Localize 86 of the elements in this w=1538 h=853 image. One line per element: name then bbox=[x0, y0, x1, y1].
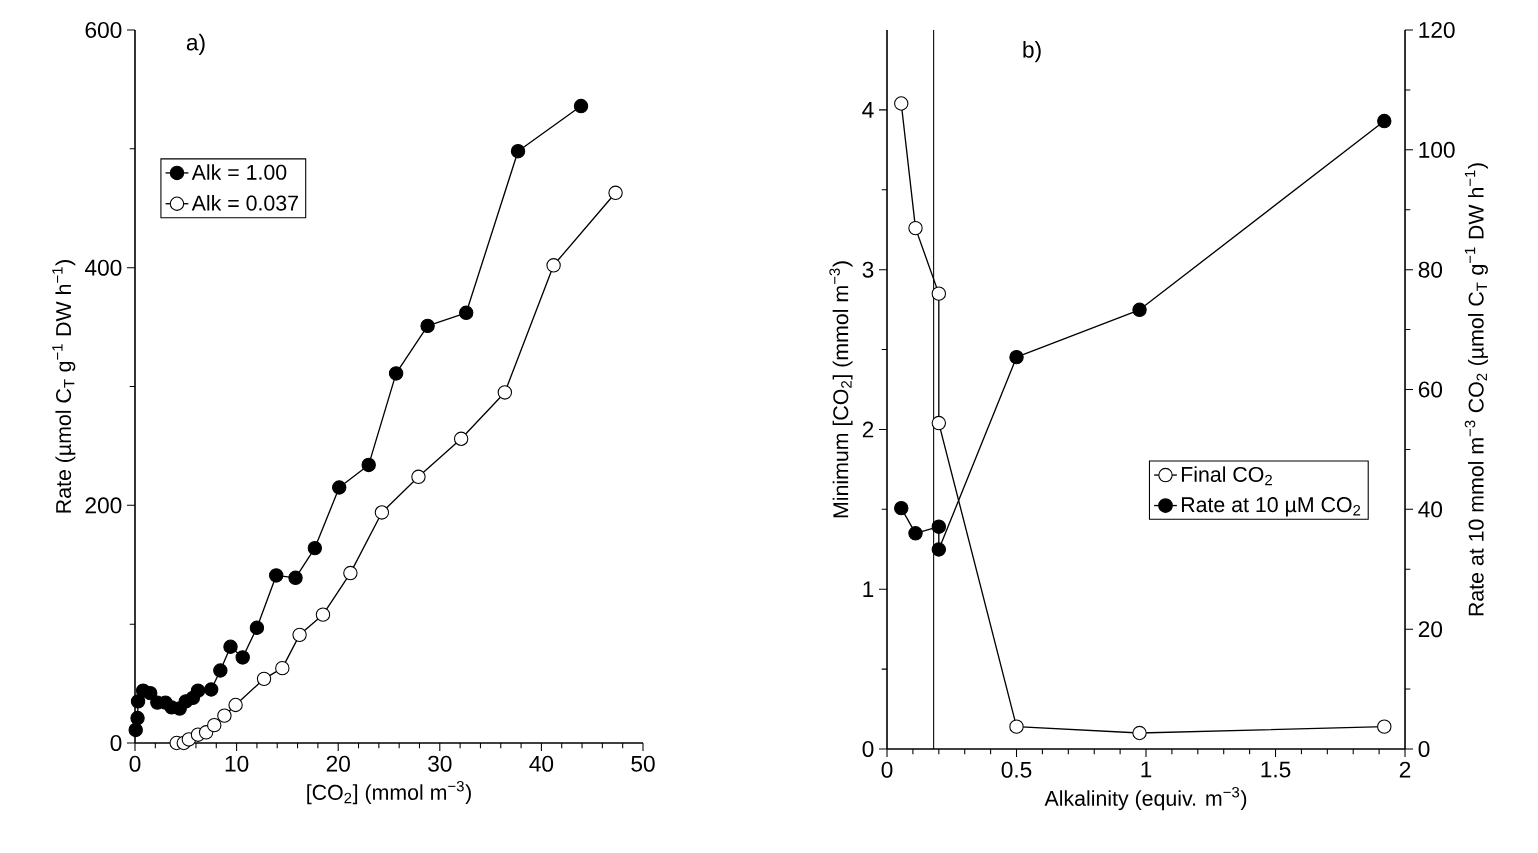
point bbox=[269, 568, 284, 583]
point bbox=[459, 305, 474, 321]
point bbox=[931, 542, 947, 557]
point bbox=[573, 98, 589, 114]
point bbox=[249, 620, 265, 635]
point bbox=[204, 682, 219, 697]
y2-tick-label: 100 bbox=[1419, 141, 1455, 158]
point bbox=[411, 469, 426, 485]
point bbox=[908, 526, 923, 541]
y-tick-label: 0 bbox=[110, 734, 122, 752]
y-axis-title: Minimum [CO$_{2}$] (mmol m$^{−3}$) bbox=[829, 261, 853, 518]
y-tick-label: 0 bbox=[862, 740, 874, 758]
chart-title: a) bbox=[186, 33, 205, 55]
x-tick-label: 0 bbox=[881, 761, 893, 778]
point bbox=[213, 663, 228, 678]
y-tick-label: 4 bbox=[862, 102, 874, 118]
x-axis-title: [CO$_{2}$] (mmol m$^{−3}$) bbox=[307, 780, 471, 805]
point bbox=[374, 505, 390, 520]
point bbox=[228, 697, 243, 713]
point bbox=[235, 650, 250, 665]
point bbox=[931, 415, 947, 431]
point bbox=[510, 144, 526, 159]
x-tick-label: 10 bbox=[225, 755, 249, 772]
y-tick-label: 3 bbox=[862, 261, 874, 278]
y-tick-label: 1 bbox=[863, 581, 874, 598]
chart-title: b) bbox=[1023, 41, 1041, 63]
point bbox=[275, 660, 290, 676]
point bbox=[256, 671, 272, 687]
y-tick-label: 600 bbox=[85, 21, 122, 39]
point bbox=[343, 565, 358, 581]
point bbox=[361, 457, 376, 473]
x-tick-label: 20 bbox=[326, 755, 350, 772]
point bbox=[894, 96, 909, 111]
y2-tick-label: 20 bbox=[1418, 621, 1443, 638]
point bbox=[207, 717, 222, 733]
point bbox=[288, 570, 303, 586]
point bbox=[908, 220, 923, 236]
x-tick-label: 0.5 bbox=[1001, 761, 1032, 778]
y2-tick-label: 60 bbox=[1418, 381, 1443, 398]
point bbox=[130, 710, 145, 726]
x-tick-label: 0 bbox=[129, 755, 141, 772]
point bbox=[130, 694, 146, 709]
point bbox=[1009, 719, 1024, 734]
point bbox=[894, 500, 909, 516]
point bbox=[190, 683, 206, 698]
x-tick-label: 1 bbox=[1141, 761, 1152, 778]
point bbox=[307, 540, 323, 556]
legend-label: Final CO$_{2}$ bbox=[1181, 466, 1272, 486]
x-tick-label: 40 bbox=[529, 755, 554, 772]
y-tick-label: 400 bbox=[84, 259, 122, 276]
point bbox=[1377, 719, 1392, 734]
point bbox=[453, 431, 469, 446]
point bbox=[217, 708, 232, 723]
legend-label: Alk = 0.037 bbox=[191, 195, 298, 211]
point bbox=[128, 722, 143, 738]
point bbox=[223, 639, 238, 654]
point bbox=[143, 685, 158, 701]
text: Rate at 10 mmol m$^{−3}$ CO$_{2}$ (µmol C$_{T}$ g$^{−1}$ DW h$^{−1}$) bbox=[1464, 163, 1488, 616]
y-tick-label: 200 bbox=[85, 497, 122, 514]
y2-tick-label: 80 bbox=[1418, 261, 1443, 278]
point bbox=[1132, 725, 1147, 741]
x-tick-label: 2 bbox=[1399, 761, 1411, 778]
x-tick-label: 50 bbox=[631, 755, 655, 772]
y2-tick-label: 120 bbox=[1419, 21, 1455, 39]
legend-label: Alk = 1.00 bbox=[191, 164, 287, 180]
point bbox=[608, 185, 623, 201]
y-tick-label: 2 bbox=[862, 421, 874, 438]
point bbox=[315, 607, 331, 622]
point bbox=[497, 385, 513, 400]
point bbox=[931, 286, 947, 301]
point bbox=[292, 627, 307, 643]
x-tick-label: 30 bbox=[428, 755, 452, 772]
x-axis-title: Alkalinity (equiv. m$^{−3}$) bbox=[1044, 786, 1247, 811]
point bbox=[420, 318, 435, 334]
point bbox=[1009, 349, 1024, 365]
legend-label: Rate at 10 µM CO$_{2}$ bbox=[1181, 497, 1361, 517]
y2-tick-label: 0 bbox=[1418, 740, 1430, 758]
point bbox=[332, 480, 347, 495]
y2-tick-label: 40 bbox=[1418, 501, 1443, 518]
point bbox=[388, 366, 404, 381]
point bbox=[1132, 302, 1147, 318]
point bbox=[546, 258, 561, 273]
x-tick-label: 1.5 bbox=[1261, 761, 1291, 778]
point bbox=[1377, 113, 1392, 129]
point bbox=[931, 519, 947, 534]
y-axis-title: Rate (µmol C$_{T}$ g$^{−1}$ DW h$^{−1}$) bbox=[52, 260, 76, 513]
